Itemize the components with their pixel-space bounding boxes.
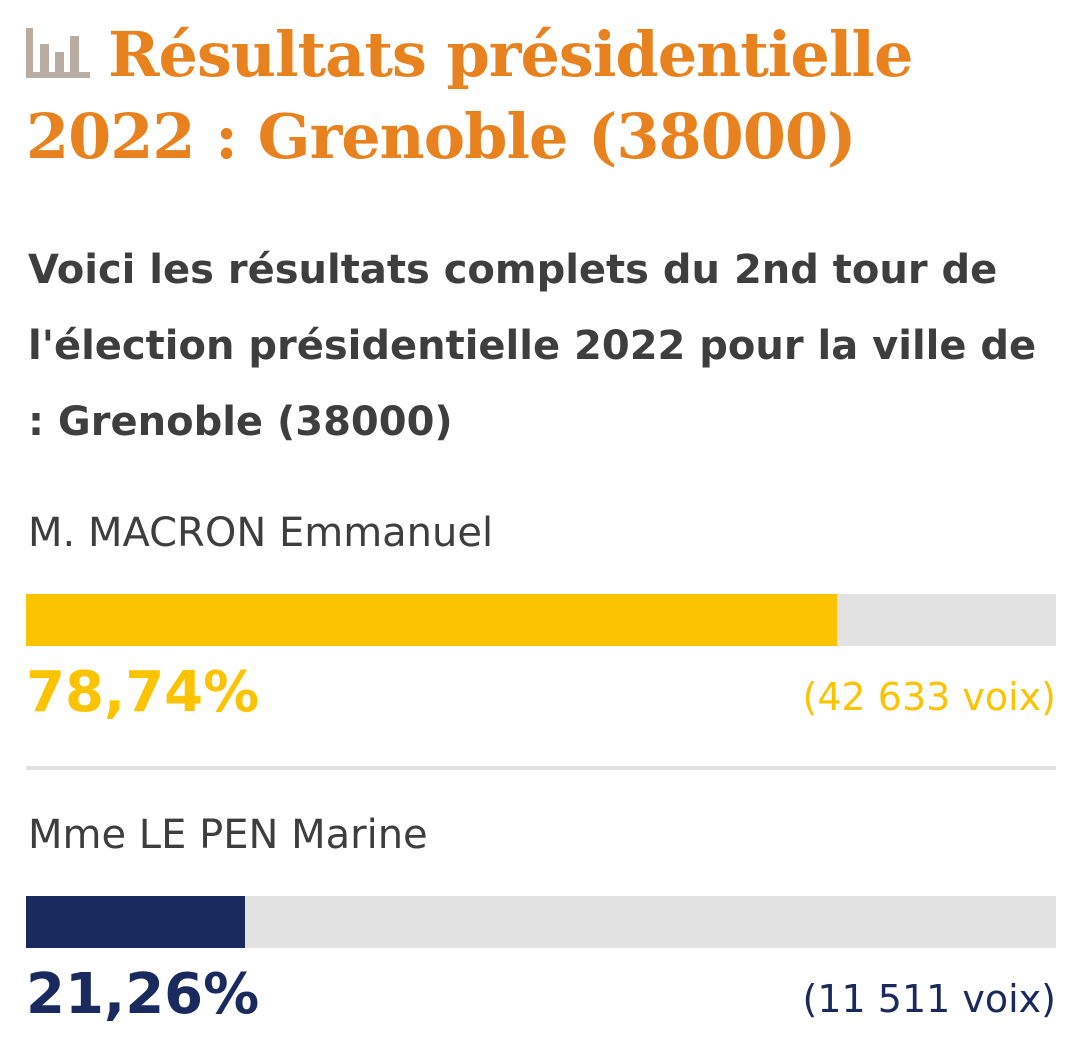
candidate-name: Mme LE PEN Marine <box>28 812 428 858</box>
bar-track <box>26 594 1056 646</box>
votes-label: (42 633 voix) <box>802 675 1056 719</box>
bar-track <box>26 896 1056 948</box>
divider <box>26 766 1056 770</box>
votes-label: (11 511 voix) <box>802 977 1056 1021</box>
page-title: Résultats présidentielle 2022 : Grenoble… <box>26 14 1056 178</box>
page-title-text: Résultats présidentielle 2022 : Grenoble… <box>26 18 913 173</box>
bar-fill <box>26 896 245 948</box>
candidate-name: M. MACRON Emmanuel <box>28 510 494 556</box>
bar-fill <box>26 594 837 646</box>
percentage-label: 78,74% <box>26 660 260 725</box>
percentage-label: 21,26% <box>26 962 260 1027</box>
page-subtitle: Voici les résultats complets du 2nd tour… <box>28 247 1037 445</box>
bar-chart-icon <box>26 28 90 78</box>
title-block: Résultats présidentielle 2022 : Grenoble… <box>26 14 1056 178</box>
